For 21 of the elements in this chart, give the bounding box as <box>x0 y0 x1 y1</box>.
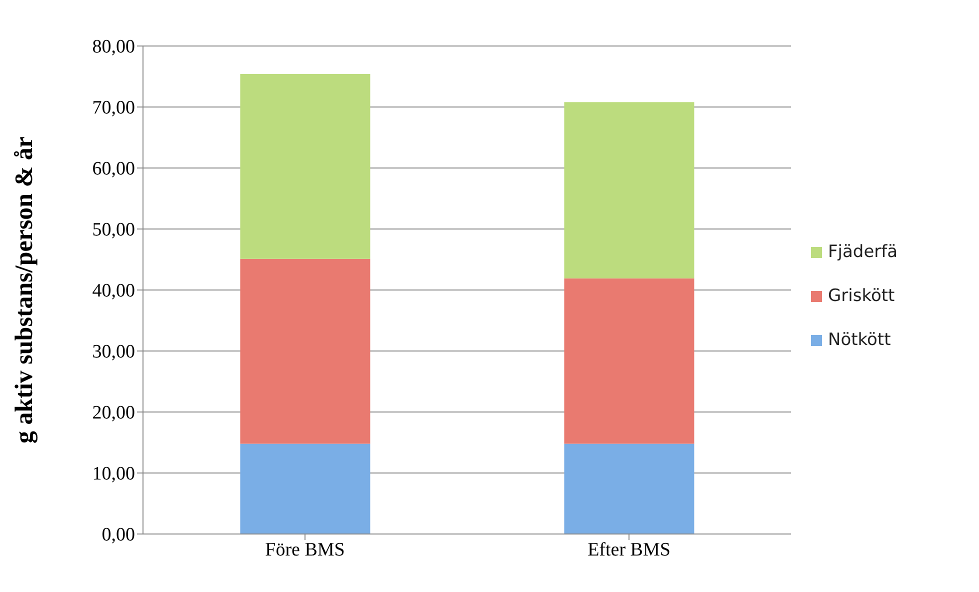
bar <box>240 444 370 534</box>
y-tick-label: 30,00 <box>92 342 135 363</box>
y-tick-label: 80,00 <box>92 36 135 58</box>
bar <box>564 102 694 278</box>
y-tick-label: 40,00 <box>92 280 135 302</box>
bar <box>564 278 694 444</box>
x-tick-label: Efter BMS <box>588 539 670 560</box>
y-axis-title: g aktiv substans/person & år <box>10 136 38 444</box>
y-tick-label: 50,00 <box>92 220 135 241</box>
y-tick-label: 10,00 <box>92 464 135 485</box>
legend-label: Nötkött <box>828 330 891 350</box>
y-tick-label: 0,00 <box>102 524 135 546</box>
x-tick-label: Före BMS <box>265 539 345 560</box>
legend-label: Griskött <box>828 286 895 306</box>
bar <box>564 444 694 534</box>
y-tick-label: 60,00 <box>92 158 135 180</box>
y-tick-label: 70,00 <box>92 98 135 119</box>
y-tick-label: 20,00 <box>92 402 135 424</box>
bar <box>240 74 370 259</box>
bar <box>240 258 370 444</box>
legend-label: Fjäderfä <box>828 242 898 262</box>
